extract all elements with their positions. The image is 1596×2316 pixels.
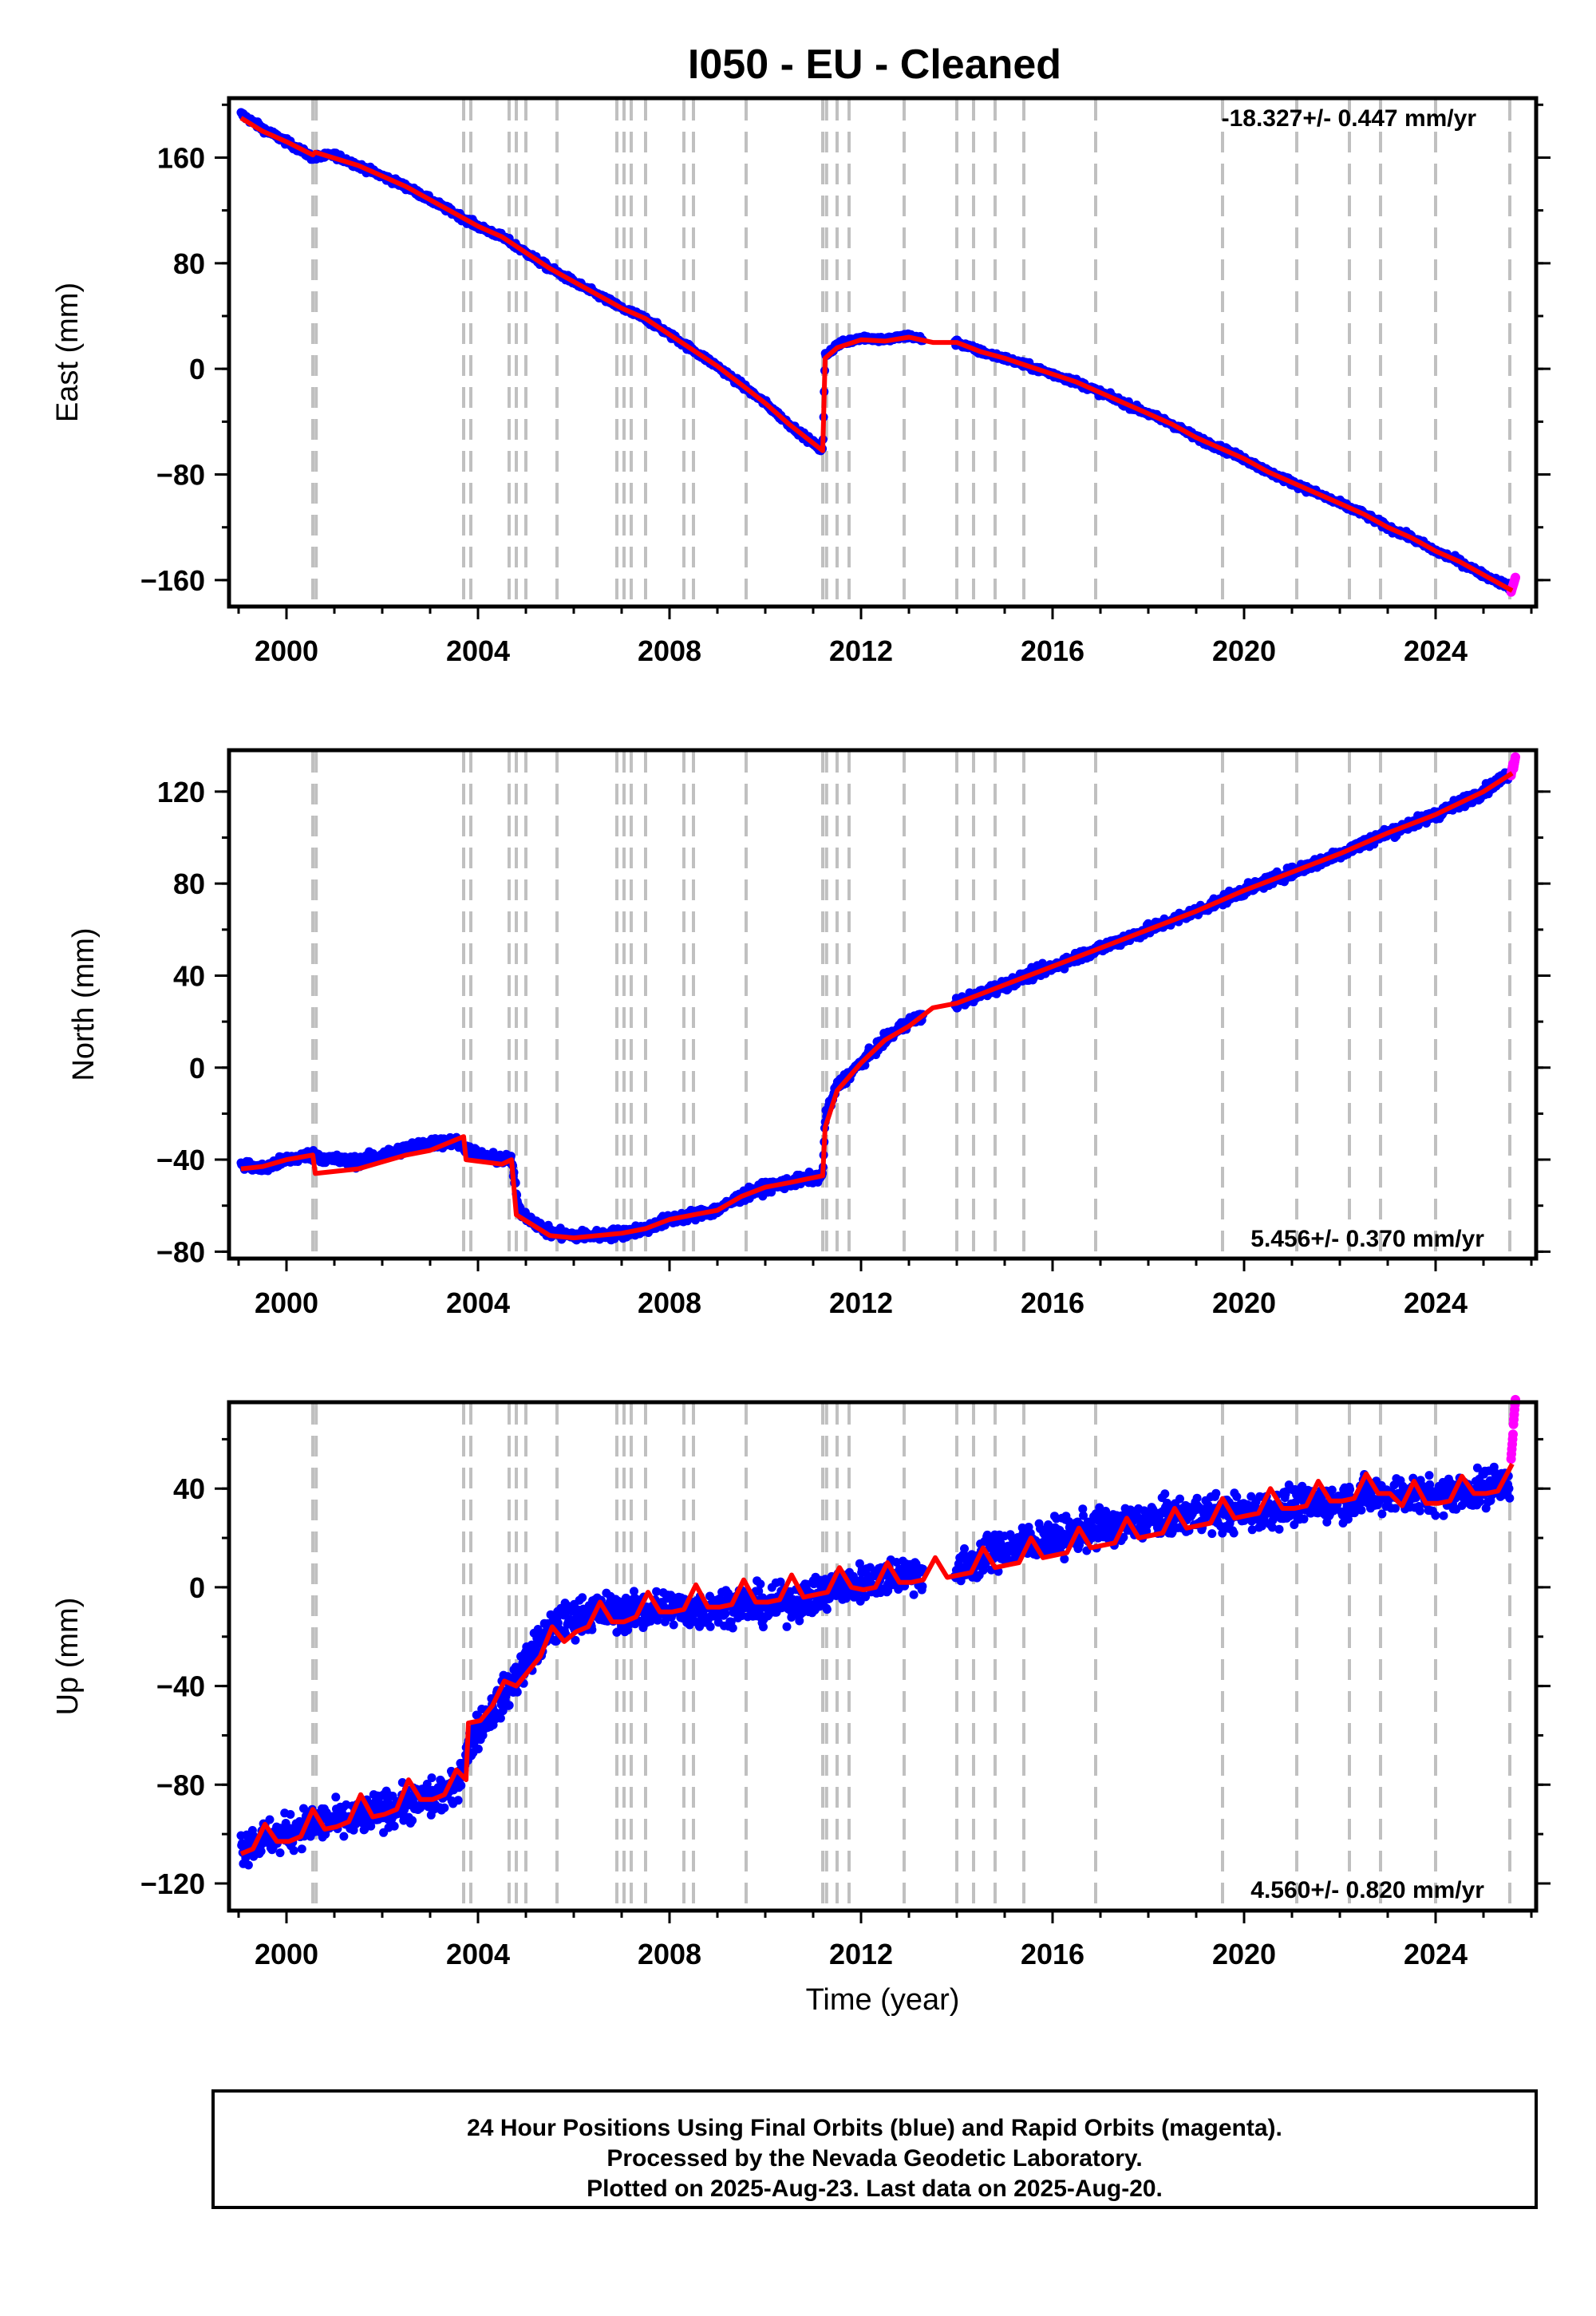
rate-label: -18.327+/- 0.447 mm/yr	[1222, 105, 1477, 132]
y-tick-label: −80	[156, 1235, 205, 1268]
data-point	[408, 1816, 417, 1825]
data-point	[456, 1780, 466, 1790]
data-point	[427, 1773, 437, 1783]
model-line	[240, 771, 1514, 1241]
y-tick-label: 0	[189, 353, 205, 385]
y-tick-label: 0	[189, 1052, 205, 1085]
y-tick-label: 160	[157, 141, 205, 174]
data-point	[297, 1844, 306, 1854]
x-tick-label: 2008	[638, 1286, 701, 1319]
x-tick-label: 2012	[829, 634, 893, 667]
final-orbit-points	[236, 1462, 1515, 1870]
x-tick-label: 2012	[829, 1286, 893, 1319]
data-point	[275, 1848, 285, 1858]
y-tick-label: −40	[156, 1144, 205, 1176]
data-point	[440, 1803, 449, 1812]
data-point	[256, 1847, 266, 1856]
y-tick-label: −160	[140, 564, 205, 597]
data-point	[265, 1815, 275, 1824]
plot-frame	[227, 96, 1539, 609]
final-orbit-points	[236, 108, 1515, 595]
y-tick-label: 80	[173, 868, 205, 900]
x-tick-label: 2016	[1021, 1286, 1084, 1319]
y-tick-label: 80	[173, 247, 205, 280]
data-point	[286, 1810, 295, 1819]
x-tick-label: 2000	[255, 634, 318, 667]
data-point	[339, 1832, 349, 1841]
x-tick-label: 2008	[638, 634, 701, 667]
data-point	[289, 1846, 298, 1856]
x-tick-label: 2004	[446, 1286, 510, 1319]
data-point	[453, 1796, 463, 1805]
rapid-point	[1511, 752, 1520, 762]
east-panel: 2000 2004 2008 2012 2016 2020 2024 160 80 0 −80 −16…	[51, 96, 1551, 667]
rapid-point	[1511, 572, 1520, 583]
x-tick-label: 2000	[255, 1286, 318, 1319]
data-point	[331, 1792, 341, 1802]
y-tick-label: 120	[157, 776, 205, 808]
data-point	[388, 1792, 397, 1800]
data-point	[243, 1860, 253, 1870]
rapid-orbit-points	[1506, 572, 1520, 597]
x-tick-label: 2016	[1021, 634, 1084, 667]
y-tick-label: 40	[173, 959, 205, 992]
data-point	[422, 1780, 432, 1788]
plot-frame	[227, 748, 1539, 1261]
x-tick-label: 2004	[446, 634, 510, 667]
model-line	[239, 116, 1514, 593]
final-orbit-points	[236, 768, 1515, 1245]
data-point	[389, 1821, 399, 1831]
x-tick-label: 2024	[1404, 1286, 1468, 1319]
chart-title: I050 - EU - Cleaned	[688, 41, 1061, 88]
x-tick-label: 2020	[1212, 634, 1276, 667]
up-panel: 2000 2004 2008 2012 2016 2020 2024400−40−80−12…	[51, 1394, 1551, 2017]
y-tick-label: −80	[156, 459, 205, 492]
y-axis-label: North (mm)	[67, 927, 101, 1081]
rate-label: 5.456+/- 0.370 mm/yr	[1250, 1226, 1484, 1252]
x-tick-label: 2024	[1404, 634, 1468, 667]
north-panel: 2000 2004 2008 2012 2016 2020 2024 120 80 40 0 −40 −…	[67, 748, 1551, 1319]
y-axis-label: East (mm)	[51, 283, 85, 422]
x-tick-label: 2020	[1212, 1286, 1276, 1319]
